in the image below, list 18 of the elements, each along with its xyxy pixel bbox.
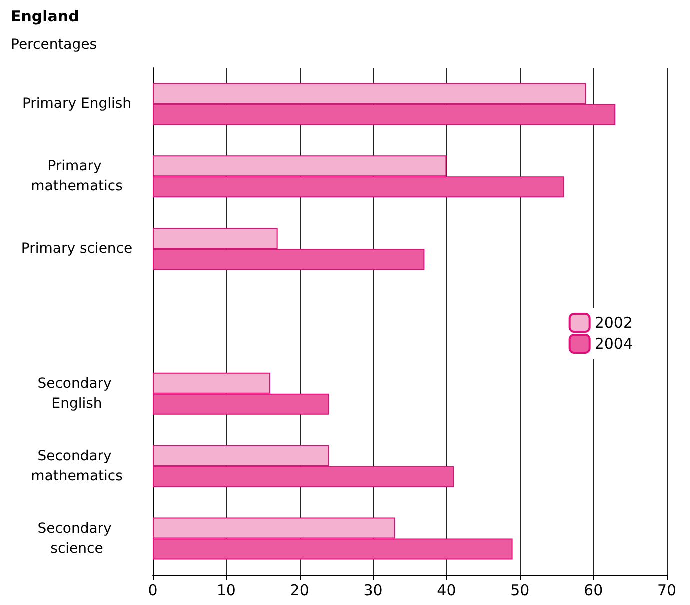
x-tick-label: 10 (216, 582, 236, 600)
x-tick-label: 40 (437, 582, 456, 600)
legend-label: 2002 (594, 314, 634, 332)
chart-subtitle: Percentages (11, 37, 98, 53)
y-tick-label: Secondary English (38, 376, 116, 412)
x-tick-label: 60 (584, 582, 604, 600)
legend-label: 2004 (594, 335, 634, 353)
y-tick-label: Secondary science (38, 520, 116, 557)
x-tick-label: 30 (364, 582, 383, 600)
chart-title: England (11, 8, 80, 26)
x-tick-label: 20 (290, 582, 310, 600)
x-tick-label: 70 (657, 582, 677, 600)
y-tick-label: Primary science (21, 241, 133, 258)
y-tick-label: Primary English (22, 96, 132, 112)
x-tick-label: 0 (148, 582, 158, 600)
y-tick-label: Secondary mathematics (31, 448, 123, 484)
x-tick-label: 50 (510, 582, 530, 600)
y-tick-label: Primary mathematics (31, 158, 123, 195)
